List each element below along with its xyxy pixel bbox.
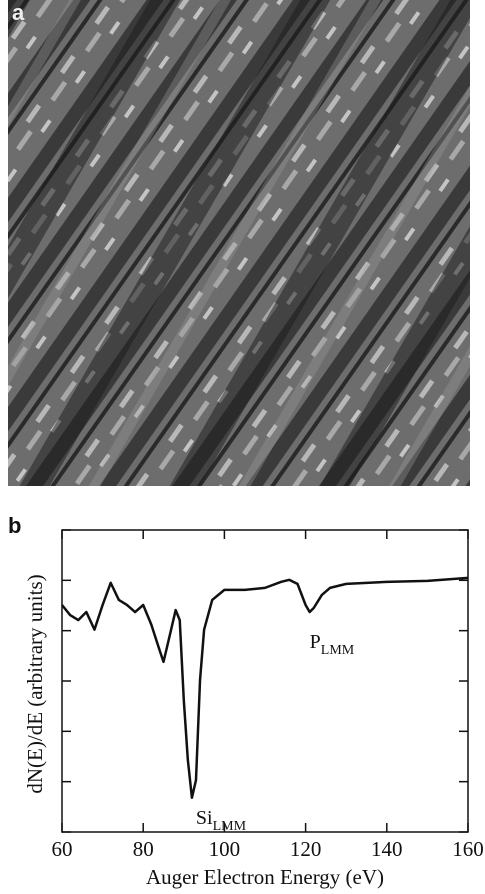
x-tick-label: 120 bbox=[290, 837, 322, 861]
x-tick-label: 160 bbox=[452, 837, 484, 861]
y-axis-label: dN(E)/dE (arbitrary units) bbox=[23, 574, 47, 793]
annotation: SiLMM bbox=[196, 807, 247, 834]
annotation-text: P bbox=[310, 631, 321, 653]
stm-image-shade bbox=[8, 0, 470, 486]
x-tick-label: 100 bbox=[209, 837, 241, 861]
data-line bbox=[61, 576, 469, 800]
x-tick-label: 140 bbox=[371, 837, 403, 861]
panel-label: b bbox=[8, 513, 21, 538]
x-tick-label: 60 bbox=[52, 837, 73, 861]
panel-label: a bbox=[12, 0, 25, 25]
annotation-subscript: LMM bbox=[321, 643, 355, 658]
annotation-subscript: LMM bbox=[213, 819, 247, 834]
annotation: PLMM bbox=[310, 631, 355, 658]
plot-frame bbox=[61, 529, 469, 833]
x-tick-label: 80 bbox=[133, 837, 154, 861]
annotation-text: Si bbox=[196, 807, 213, 829]
x-axis-label: Auger Electron Energy (eV) bbox=[146, 865, 384, 889]
